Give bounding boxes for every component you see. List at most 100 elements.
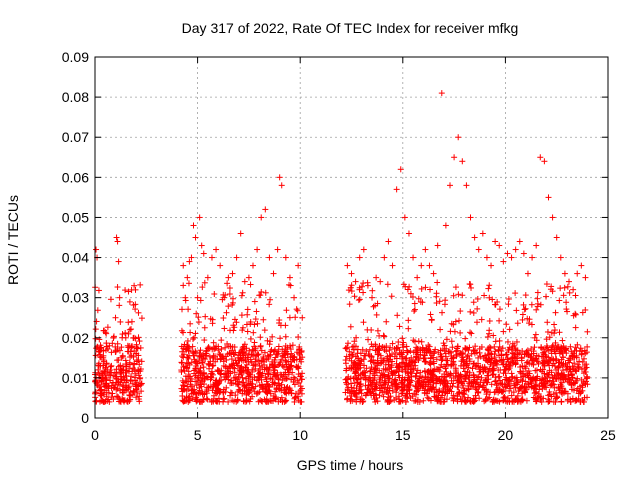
data-point (496, 242, 503, 249)
data-point (180, 329, 187, 336)
data-point (434, 398, 441, 405)
data-point (549, 342, 556, 349)
data-point (356, 296, 363, 303)
data-point (455, 291, 462, 298)
data-point (239, 324, 246, 331)
data-point (347, 396, 354, 403)
data-point (347, 323, 354, 330)
data-point (287, 282, 294, 289)
data-point (186, 344, 193, 351)
data-point (342, 376, 349, 383)
data-point (222, 370, 229, 377)
data-point (199, 360, 206, 367)
data-point (209, 371, 216, 378)
data-point (253, 352, 260, 359)
data-point (225, 274, 232, 281)
data-point (574, 270, 581, 277)
data-point (567, 398, 574, 405)
data-point (577, 345, 584, 352)
data-point (420, 397, 427, 404)
data-point (287, 342, 294, 349)
data-point (291, 294, 298, 301)
data-point (519, 348, 526, 355)
data-point (119, 382, 126, 389)
data-point (236, 357, 243, 364)
data-point (228, 377, 235, 384)
data-point (386, 375, 393, 382)
data-point (493, 397, 500, 404)
data-point (402, 398, 409, 405)
data-point (208, 254, 215, 261)
data-point (450, 397, 457, 404)
data-point (549, 355, 556, 362)
data-point (180, 262, 187, 269)
data-point (539, 375, 546, 382)
data-point (450, 292, 457, 299)
data-point (504, 356, 511, 363)
data-point (242, 350, 249, 357)
data-point (360, 246, 367, 253)
data-point (229, 299, 236, 306)
data-point (271, 363, 278, 370)
data-point (573, 387, 580, 394)
data-point (578, 350, 585, 357)
data-point (561, 270, 568, 277)
data-point (383, 389, 390, 396)
data-point (467, 281, 474, 288)
data-point (185, 306, 192, 313)
data-point (365, 336, 372, 343)
data-point (395, 363, 402, 370)
data-point (277, 335, 284, 342)
data-point (551, 321, 558, 328)
data-point (95, 360, 102, 367)
data-point (374, 398, 381, 405)
data-point (482, 377, 489, 384)
data-point (487, 389, 494, 396)
data-point (402, 283, 409, 290)
data-point (233, 319, 240, 326)
data-point (581, 355, 588, 362)
data-point (533, 367, 540, 374)
data-point (217, 371, 224, 378)
data-point (371, 365, 378, 372)
data-point (535, 360, 542, 367)
data-point (553, 234, 560, 241)
data-point (220, 389, 227, 396)
y-tick-label: 0.09 (62, 49, 89, 65)
data-point (392, 349, 399, 356)
data-point (490, 332, 497, 339)
data-point (484, 333, 491, 340)
data-point (190, 390, 197, 397)
data-point (433, 356, 440, 363)
data-point (548, 329, 555, 336)
data-point (346, 355, 353, 362)
data-point (125, 330, 132, 337)
data-point (433, 366, 440, 373)
data-point (508, 370, 515, 377)
data-point (126, 365, 133, 372)
chart-title: Day 317 of 2022, Rate Of TEC Index for r… (182, 20, 519, 36)
data-point (466, 355, 473, 362)
data-point (553, 389, 560, 396)
data-point (493, 358, 500, 365)
data-point (533, 306, 540, 313)
data-point (386, 365, 393, 372)
data-point (244, 311, 251, 318)
data-point (188, 387, 195, 394)
data-point (412, 373, 419, 380)
data-point (195, 314, 202, 321)
data-point (103, 343, 110, 350)
data-point (478, 374, 485, 381)
data-point (528, 301, 535, 308)
data-point (267, 375, 274, 382)
data-point (455, 134, 462, 141)
data-point (226, 363, 233, 370)
data-point (572, 344, 579, 351)
data-point (222, 292, 229, 299)
data-point (220, 396, 227, 403)
data-point (412, 349, 419, 356)
data-point (237, 367, 244, 374)
data-point (520, 372, 527, 379)
data-point (582, 368, 589, 375)
data-point (513, 374, 520, 381)
